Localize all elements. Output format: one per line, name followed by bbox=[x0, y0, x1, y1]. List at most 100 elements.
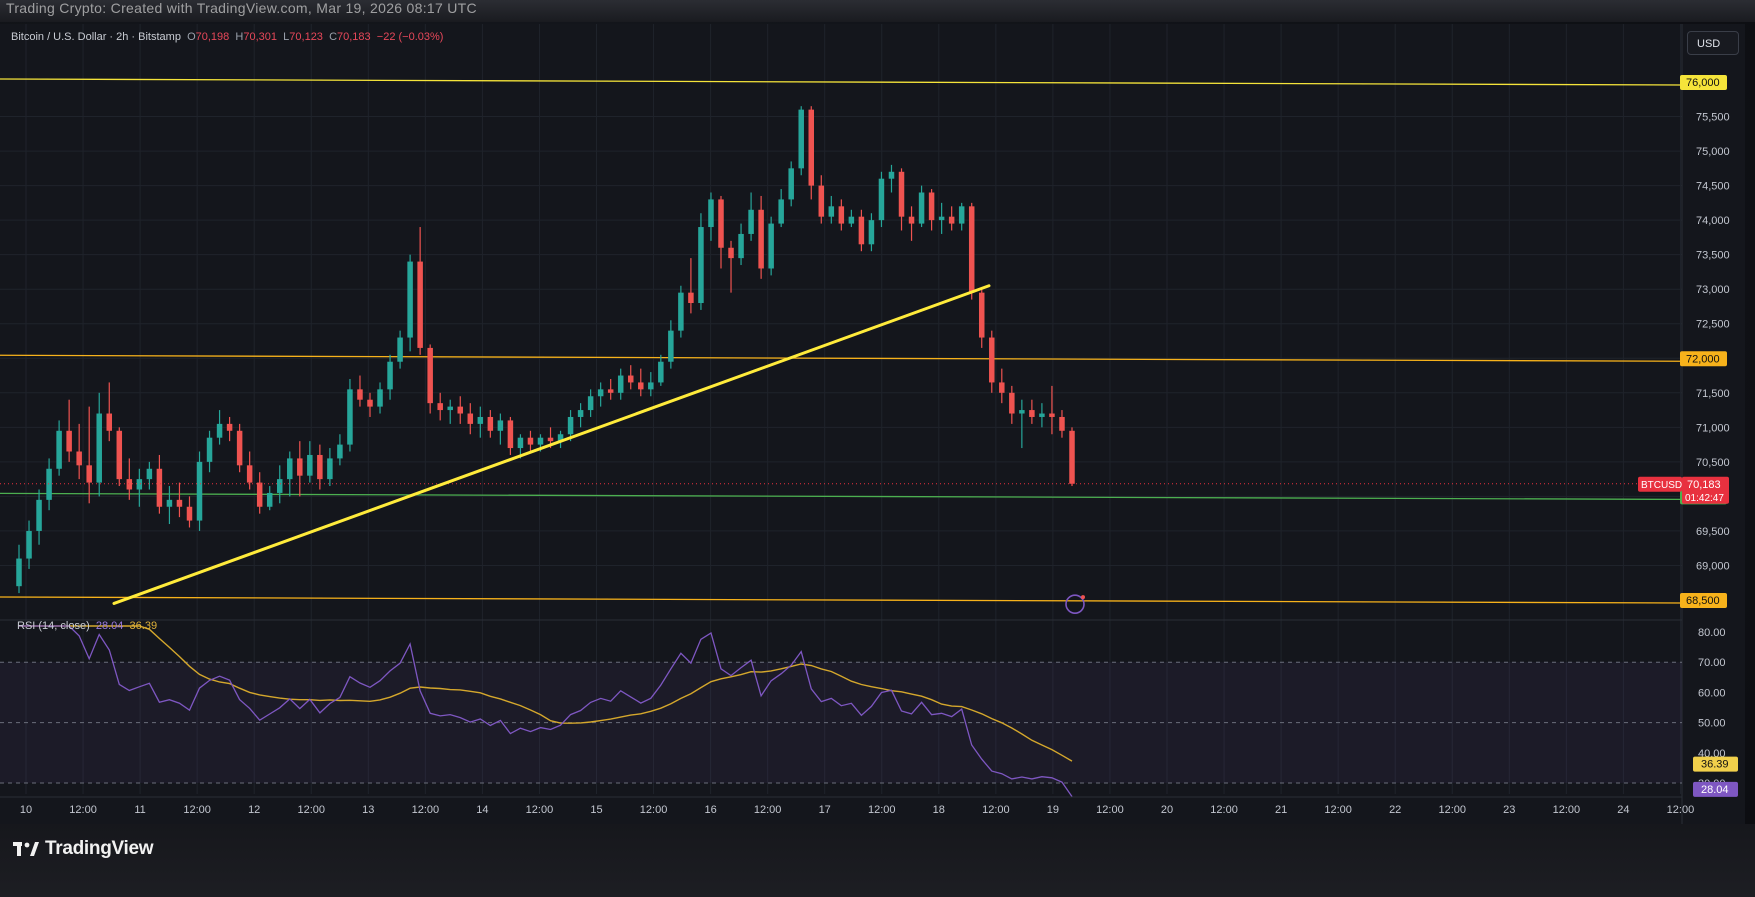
candle-body bbox=[1029, 410, 1035, 417]
candle-body bbox=[527, 437, 534, 445]
candle-body bbox=[1009, 392, 1015, 414]
candle-body bbox=[467, 413, 474, 424]
candle-body bbox=[517, 437, 524, 449]
candle-body bbox=[447, 406, 453, 411]
chart-panel[interactable]: 75,500 75,000 74,500 74,000 73,500 73,000 72,5… bbox=[0, 24, 1745, 824]
tradingview-logo-icon bbox=[13, 842, 39, 856]
symbol-legend: Bitcoin / U.S. Dollar · 2h · Bitstamp O7… bbox=[11, 31, 443, 43]
candle-body bbox=[888, 171, 895, 179]
candle-body bbox=[708, 199, 714, 228]
candle-body bbox=[66, 430, 72, 452]
candle-body bbox=[788, 168, 794, 200]
x-axis-tick-label: 12:00 bbox=[1553, 804, 1581, 816]
price-level-tag-text: 76,000 bbox=[1686, 77, 1720, 89]
candle-body bbox=[547, 437, 554, 442]
candle-body bbox=[186, 506, 193, 521]
candle-body bbox=[587, 396, 594, 411]
symbol-name: Bitcoin / U.S. Dollar · 2h · Bitstamp bbox=[11, 31, 181, 43]
candle-body bbox=[989, 337, 995, 383]
candle-body bbox=[196, 461, 203, 521]
candle-body bbox=[537, 437, 544, 445]
candle-body bbox=[868, 220, 875, 245]
candle-body bbox=[367, 399, 373, 407]
candle-body bbox=[718, 199, 724, 248]
candle-body bbox=[226, 423, 233, 431]
candle-body bbox=[648, 382, 654, 390]
candle-body bbox=[16, 558, 22, 587]
candle-body bbox=[116, 430, 123, 480]
y-axis-tick-label: 73,500 bbox=[1696, 250, 1730, 262]
change-value: −22 (−0.03%) bbox=[376, 31, 444, 43]
price-level-tag-text: 68,500 bbox=[1686, 595, 1720, 607]
candle-body bbox=[317, 454, 323, 480]
rsi-scale-label: 80.00 bbox=[1698, 627, 1726, 639]
candle-body bbox=[36, 499, 42, 531]
rsi-scale-label: 60.00 bbox=[1698, 687, 1726, 699]
y-axis-tick-label: 74,000 bbox=[1696, 215, 1730, 227]
rsi-ma-value: 36.39 bbox=[129, 620, 158, 632]
candle-body bbox=[236, 430, 243, 466]
candle-body bbox=[26, 530, 32, 559]
candle-body bbox=[417, 261, 423, 348]
top-banner: Trading Crypto: Created with TradingView… bbox=[0, 0, 1755, 22]
candle-body bbox=[297, 458, 303, 476]
candle-body bbox=[698, 227, 704, 304]
candle-body bbox=[136, 479, 143, 490]
x-axis-tick-label: 12 bbox=[248, 804, 260, 816]
candle-body bbox=[1019, 410, 1025, 414]
x-axis-tick-label: 17 bbox=[819, 804, 831, 816]
x-axis-tick-label: 12:00 bbox=[69, 804, 97, 816]
x-axis-tick-label: 15 bbox=[590, 804, 602, 816]
x-axis-tick-label: 12:00 bbox=[526, 804, 554, 816]
candle-body bbox=[678, 292, 684, 331]
x-axis-tick-label: 12:00 bbox=[412, 804, 440, 816]
x-axis-tick-label: 12:00 bbox=[982, 804, 1010, 816]
candle-body bbox=[908, 216, 915, 224]
x-axis-tick-label: 24 bbox=[1617, 804, 1629, 816]
candle-body bbox=[287, 458, 293, 480]
candle-body bbox=[347, 389, 353, 445]
low-value: 70,123 bbox=[289, 31, 323, 43]
rsi-ma-tag-text: 36.39 bbox=[1701, 759, 1729, 771]
candle-body bbox=[56, 430, 62, 469]
candle-body bbox=[778, 199, 784, 224]
x-axis-tick-label: 22 bbox=[1389, 804, 1401, 816]
candle-body bbox=[898, 171, 905, 217]
candle-body bbox=[276, 479, 283, 493]
candle-body bbox=[768, 223, 774, 269]
y-axis-tick-label: 71,500 bbox=[1696, 388, 1730, 400]
y-axis-tick-label: 69,500 bbox=[1696, 526, 1730, 538]
tradingview-logo[interactable]: TradingView bbox=[13, 838, 154, 860]
candle-body bbox=[307, 454, 313, 476]
candle-body bbox=[46, 468, 52, 500]
x-axis-tick-label: 10 bbox=[20, 804, 32, 816]
candle-body bbox=[106, 413, 113, 431]
candle-body bbox=[688, 292, 694, 304]
candle-body bbox=[206, 437, 213, 462]
candle-body bbox=[978, 292, 985, 338]
x-axis-tick-label: 13 bbox=[362, 804, 374, 816]
price-chart[interactable]: 75,500 75,000 74,500 74,000 73,500 73,000 72,5… bbox=[0, 24, 1745, 824]
high-value: 70,301 bbox=[243, 31, 278, 43]
candle-body bbox=[738, 233, 744, 259]
candle-body bbox=[256, 482, 263, 507]
x-axis-tick-label: 14 bbox=[476, 804, 488, 816]
candle-body bbox=[818, 185, 825, 217]
y-axis-tick-label: 69,000 bbox=[1696, 560, 1730, 572]
candle-body bbox=[166, 499, 173, 507]
candle-body bbox=[1039, 413, 1045, 417]
banner-text: Trading Crypto: Created with TradingView… bbox=[6, 0, 477, 16]
current-price-text: 70,183 bbox=[1687, 479, 1721, 491]
x-axis-tick-label: 21 bbox=[1275, 804, 1287, 816]
rsi-ma-line bbox=[19, 625, 1073, 762]
countdown-text: 01:42:47 bbox=[1685, 493, 1724, 504]
tradingview-logo-text: TradingView bbox=[45, 838, 154, 859]
currency-button[interactable]: USD bbox=[1687, 31, 1739, 55]
x-axis-tick-label: 12:00 bbox=[1324, 804, 1352, 816]
candle-body bbox=[748, 209, 754, 234]
price-level-tag-text: 72,000 bbox=[1686, 353, 1720, 365]
price-level-tag bbox=[1680, 351, 1727, 367]
x-axis-tick-label: 12:00 bbox=[1210, 804, 1238, 816]
rsi-legend: RSI (14, close) 28.04 36.39 bbox=[17, 620, 157, 632]
candle-body bbox=[948, 216, 955, 224]
